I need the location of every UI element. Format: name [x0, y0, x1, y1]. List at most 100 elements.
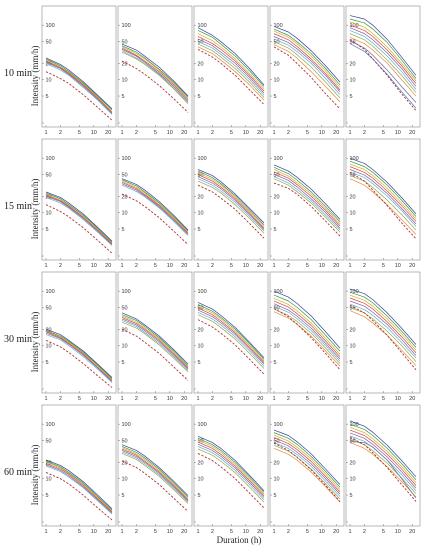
y-tick-label: 10 — [274, 344, 280, 350]
x-tick-label: 2 — [135, 529, 138, 535]
dashed-series-line — [349, 304, 417, 371]
y-tick-label: 50 — [350, 40, 356, 46]
y-tick-label: 20 — [350, 194, 356, 200]
series-line-3 — [273, 169, 341, 225]
y-tick-label: 100 — [46, 23, 55, 29]
panel-frame — [117, 271, 193, 394]
y-tick-label: 10 — [122, 211, 128, 217]
series-line-3 — [45, 193, 113, 244]
y-tick-label: 20 — [122, 61, 128, 67]
panel-r2-c5: 1 2 5 10 20 5 10 20 50 100 — [345, 138, 421, 269]
y-tick-label: 20 — [350, 61, 356, 67]
series-line-5 — [45, 464, 113, 514]
y-tick-label: 10 — [274, 78, 280, 84]
panel-r2-c2: 1 2 5 10 20 5 10 20 50 100 — [117, 138, 193, 269]
x-tick-label: 5 — [78, 263, 81, 269]
dashed-series-line — [349, 38, 417, 111]
y-tick-label: 20 — [198, 460, 204, 466]
dashed-series-line — [197, 184, 265, 239]
x-tick-label: 5 — [154, 529, 157, 535]
dashed-series-line — [273, 182, 341, 237]
dashed-series-line — [273, 46, 341, 110]
series-line-1 — [197, 27, 265, 86]
series-line-2 — [197, 304, 265, 360]
x-tick-label: 20 — [409, 396, 415, 402]
series-line-2 — [197, 438, 265, 493]
x-tick-label: 5 — [306, 396, 309, 402]
series-line-5 — [45, 61, 113, 114]
dashed-series-line — [349, 436, 417, 502]
y-tick-label: 20 — [350, 327, 356, 333]
x-tick-label: 5 — [382, 396, 385, 402]
y-tick-label: 10 — [350, 78, 356, 84]
dashed-series-line — [45, 472, 113, 521]
x-tick-label: 20 — [257, 263, 263, 269]
series-line-5 — [197, 38, 265, 94]
x-tick-label: 2 — [59, 529, 62, 535]
series-line-1 — [349, 15, 417, 76]
x-tick-label: 10 — [319, 130, 325, 136]
x-tick-label: 5 — [306, 263, 309, 269]
x-tick-label: 1 — [44, 130, 47, 136]
y-tick-label: 100 — [350, 156, 359, 162]
x-tick-label: 1 — [348, 263, 351, 269]
series-line-1 — [121, 178, 189, 231]
series-line-3 — [121, 315, 189, 367]
x-tick-label: 10 — [243, 130, 249, 136]
x-tick-label: 1 — [196, 263, 199, 269]
dashed-series-line — [45, 204, 113, 254]
y-tick-label: 20 — [122, 327, 128, 333]
series-line-6 — [121, 50, 189, 103]
y-tick-label: 20 — [350, 460, 356, 466]
series-line-6 — [197, 311, 265, 367]
panel-frame — [193, 404, 269, 527]
y-tick-label: 100 — [122, 23, 131, 29]
y-tick-label: 50 — [122, 439, 128, 445]
series-line-3 — [45, 461, 113, 512]
y-tick-label: 10 — [46, 78, 52, 84]
y-tick-label: 10 — [46, 477, 52, 483]
series-line-6 — [273, 38, 341, 95]
series-line-1 — [197, 169, 265, 224]
x-tick-label: 1 — [348, 396, 351, 402]
x-tick-label: 10 — [243, 529, 249, 535]
y-tick-label: 100 — [122, 156, 131, 162]
series-line-2 — [197, 30, 265, 87]
y-tick-label: 50 — [198, 306, 204, 312]
dashed-series-line — [121, 460, 189, 512]
series-line-5 — [349, 432, 417, 489]
panel-frame — [269, 5, 345, 128]
x-tick-label: 20 — [105, 130, 111, 136]
series-line-5 — [349, 300, 417, 356]
y-tick-label: 5 — [274, 493, 277, 499]
x-tick-label: 2 — [59, 263, 62, 269]
x-tick-label: 2 — [135, 396, 138, 402]
panel-r1-c2: 1 2 5 10 20 5 10 20 50 100 — [117, 5, 193, 136]
series-line-7 — [197, 180, 265, 234]
dashed-series-line — [121, 60, 189, 113]
series-line-8 — [273, 311, 341, 367]
y-tick-label: 100 — [46, 156, 55, 162]
series-line-5 — [197, 443, 265, 498]
series-line-4 — [45, 194, 113, 244]
series-line-6 — [349, 303, 417, 359]
series-line-7 — [121, 321, 189, 373]
x-tick-label: 5 — [78, 529, 81, 535]
y-tick-label: 100 — [274, 289, 283, 295]
dashed-series-line — [121, 193, 189, 245]
series-line-3 — [197, 172, 265, 227]
x-axis-title: Duration (h) — [217, 535, 262, 545]
y-tick-label: 10 — [198, 344, 204, 350]
y-tick-label: 10 — [198, 477, 204, 483]
series-line-8 — [349, 310, 417, 366]
series-line-4 — [45, 463, 113, 513]
series-line-6 — [121, 320, 189, 371]
x-tick-label: 5 — [382, 130, 385, 136]
series-line-5 — [121, 49, 189, 102]
x-tick-label: 5 — [382, 529, 385, 535]
series-line-3 — [197, 305, 265, 362]
y-tick-label: 100 — [46, 422, 55, 428]
panel-frame — [41, 404, 117, 527]
y-tick-label: 100 — [274, 156, 283, 162]
y-tick-label: 5 — [122, 360, 125, 366]
